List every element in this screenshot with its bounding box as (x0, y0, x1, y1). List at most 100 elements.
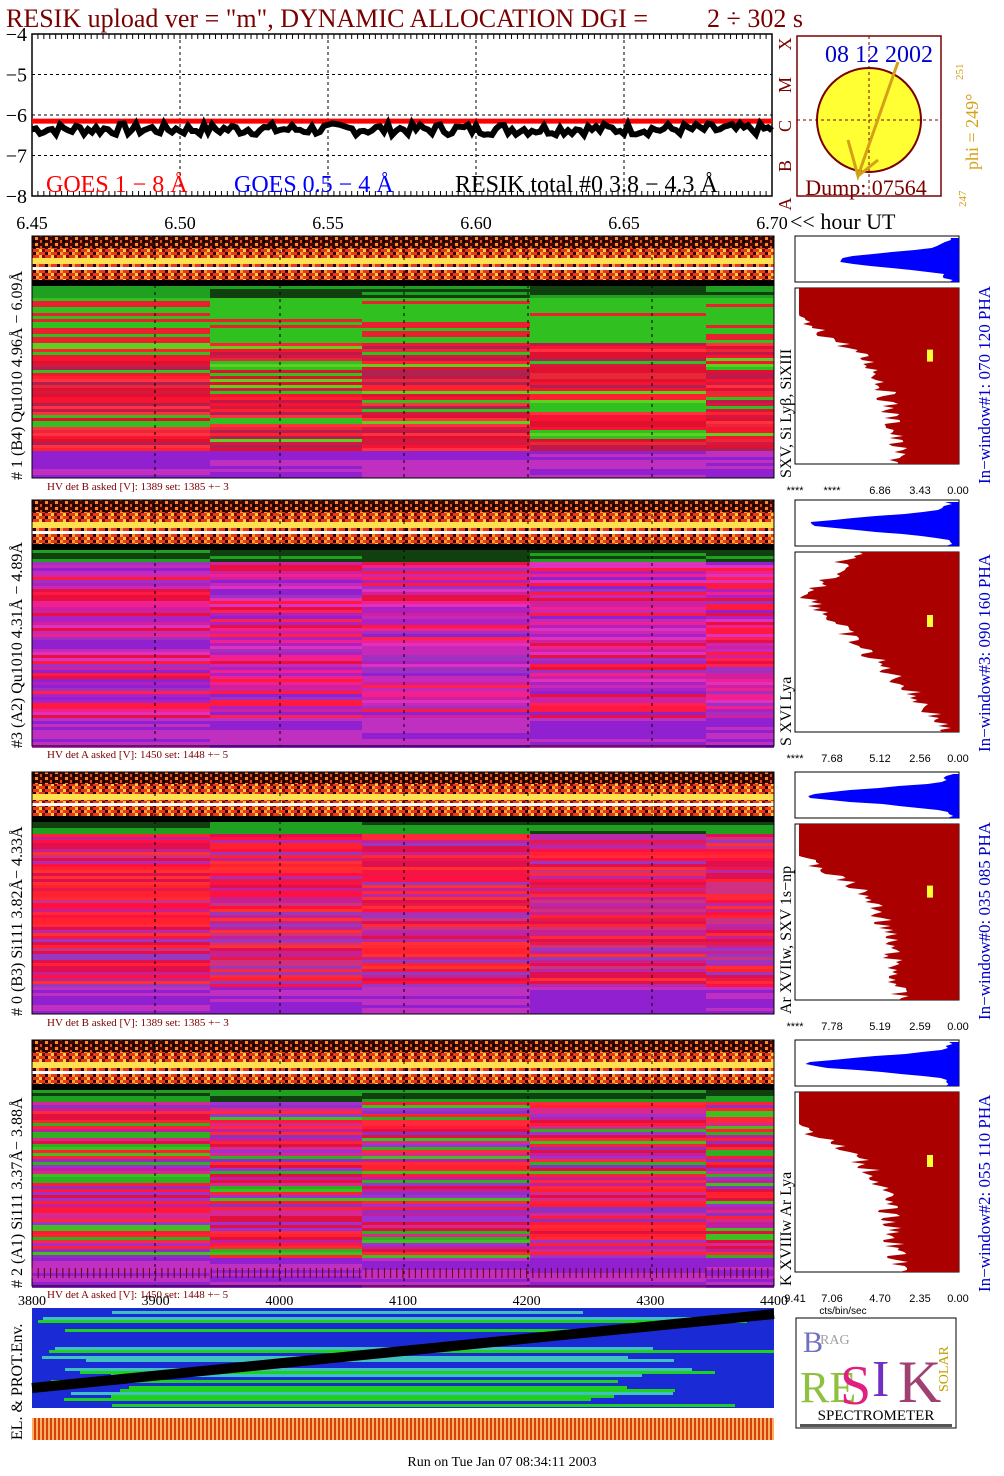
spectrogram-row (362, 837, 530, 840)
spectrogram-row (362, 921, 530, 924)
spectrogram-row (362, 897, 530, 900)
spectrogram-row (530, 583, 706, 586)
spectrogram-row (362, 1222, 530, 1225)
spectrogram-row (706, 1216, 774, 1219)
spectrogram-row (362, 388, 530, 391)
spectrogram-row (210, 298, 362, 301)
spectrogram-row (706, 837, 774, 840)
spectrogram-row (530, 1117, 706, 1120)
spectrogram-row (32, 571, 210, 574)
spectrogram-row (210, 1102, 362, 1105)
spectrogram-row (32, 463, 210, 466)
spectrogram-row (210, 700, 362, 703)
spectrogram-row (362, 1192, 530, 1195)
spectrogram-row (210, 942, 362, 945)
spectrogram-row (362, 1011, 530, 1014)
spectrogram-row (706, 1102, 774, 1105)
spectrogram-row (706, 1174, 774, 1177)
spectrogram-row (706, 936, 774, 939)
spectrogram-row (210, 337, 362, 340)
spectrogram-row (706, 882, 774, 885)
spectrogram-bright-line (32, 794, 774, 800)
spectrogram-row (32, 346, 210, 349)
spectrogram-row (210, 709, 362, 712)
spectrogram-row (706, 667, 774, 670)
spectrogram-row (530, 1213, 706, 1216)
spectrogram-row (362, 972, 530, 975)
spectrogram-row (362, 634, 530, 637)
spectrogram-row (32, 852, 210, 855)
spectrogram-row (530, 640, 706, 643)
spectrogram-row (530, 385, 706, 388)
spectrogram-row (530, 361, 706, 364)
spectrogram-row (362, 466, 530, 469)
spectrogram-row (706, 1093, 774, 1096)
spectrogram-row (210, 981, 362, 984)
spectrogram-row (706, 418, 774, 421)
spectrogram-row (362, 1279, 530, 1282)
spectrogram-row (530, 978, 706, 981)
spectrogram-row (32, 999, 210, 1002)
spectrogram-row (706, 292, 774, 295)
spectrogram-row (362, 583, 530, 586)
spectrogram-row (706, 1138, 774, 1141)
spectrogram-row (210, 586, 362, 589)
resik-logo: B RAG RE S I K SOLAR SPECTROMETER (795, 1317, 957, 1429)
spectrogram-row (362, 451, 530, 454)
spectrogram-row (32, 301, 210, 304)
spectrogram-row (706, 1005, 774, 1008)
spectrogram-row (530, 313, 706, 316)
spectrogram-row (530, 837, 706, 840)
spectrogram-row (210, 679, 362, 682)
spectrogram-row (362, 1102, 530, 1105)
spectrogram-row (530, 1183, 706, 1186)
spectrogram-row (210, 1150, 362, 1153)
spectrogram-bright-line (32, 522, 774, 528)
spectrogram-row (32, 307, 210, 310)
spectrogram-row (530, 1201, 706, 1204)
spectrogram-row (210, 1171, 362, 1174)
spectrogram-row (362, 412, 530, 415)
spectrogram-row (32, 685, 210, 688)
spectrogram-row (32, 370, 210, 373)
spectrogram-row (530, 1216, 706, 1219)
hv-status-text: HV det A asked [V]: 1450 set: 1448 +− 5 (47, 749, 229, 761)
pha-top-histogram (810, 502, 959, 546)
spectrogram-row (210, 1168, 362, 1171)
x-tick-label: 6.50 (164, 213, 196, 233)
spectrogram-row (32, 292, 210, 295)
spectrogram-row (706, 879, 774, 882)
env-band (111, 1374, 642, 1377)
spectrogram-row (706, 616, 774, 619)
spectrogram-row (362, 442, 530, 445)
spectrogram-row (32, 712, 210, 715)
spectrogram-row (210, 346, 362, 349)
spectrogram-row (362, 1234, 530, 1237)
spectrogram-row (32, 439, 210, 442)
spectrogram-row (530, 352, 706, 355)
spectrogram-row (362, 349, 530, 352)
spectrogram-row (362, 313, 530, 316)
spectrogram-row (362, 613, 530, 616)
spectrogram-row (210, 703, 362, 706)
spectrogram-row (362, 415, 530, 418)
spectrogram-row (210, 370, 362, 373)
spectrogram-row (362, 640, 530, 643)
spectrogram-row (32, 448, 210, 451)
spectrogram-row (530, 1141, 706, 1144)
spectrogram-row (32, 298, 210, 301)
spectrogram-row (210, 667, 362, 670)
spectrogram-row (706, 613, 774, 616)
spectrogram-row (210, 1207, 362, 1210)
spectrogram-row (706, 565, 774, 568)
spectrogram-row (210, 313, 362, 316)
spectrogram-row (32, 574, 210, 577)
emission-lines-label: K XVIIIw Ar Lya (778, 1172, 795, 1286)
spectrogram-row (530, 649, 706, 652)
spectrogram-row (530, 1099, 706, 1102)
spectrogram-row (362, 924, 530, 927)
phi-angle: phi = 249° (962, 94, 982, 170)
spectrogram-row (210, 652, 362, 655)
spectrogram-row (32, 1108, 210, 1111)
